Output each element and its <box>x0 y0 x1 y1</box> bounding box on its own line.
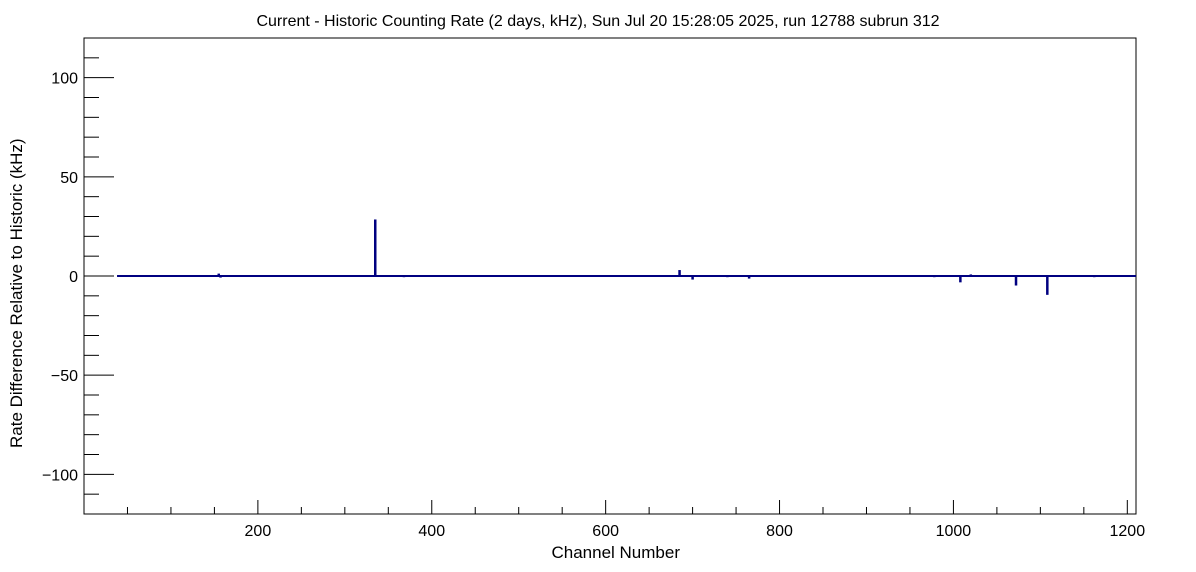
x-tick-label: 800 <box>766 523 793 540</box>
chart-title: Current - Historic Counting Rate (2 days… <box>256 13 939 30</box>
axis-tick-labels: 200 400 600 800 1000 1200 −100 −50 0 50 100 <box>42 71 1145 540</box>
x-tick-label: 1000 <box>936 523 972 540</box>
x-tick-label: 1200 <box>1110 523 1146 540</box>
axis-ticks <box>84 57 1128 514</box>
y-tick-label: 50 <box>60 170 78 187</box>
y-axis-label: Rate Difference Relative to Historic (kH… <box>7 138 26 448</box>
y-tick-label: 100 <box>51 71 78 88</box>
y-tick-label: −100 <box>42 467 78 484</box>
x-tick-label: 200 <box>245 523 272 540</box>
y-tick-label: 0 <box>69 269 78 286</box>
x-tick-label: 400 <box>418 523 445 540</box>
data-bars <box>117 219 1136 295</box>
x-tick-label: 600 <box>592 523 619 540</box>
y-tick-label: −50 <box>51 368 78 385</box>
x-axis-label: Channel Number <box>551 543 680 562</box>
